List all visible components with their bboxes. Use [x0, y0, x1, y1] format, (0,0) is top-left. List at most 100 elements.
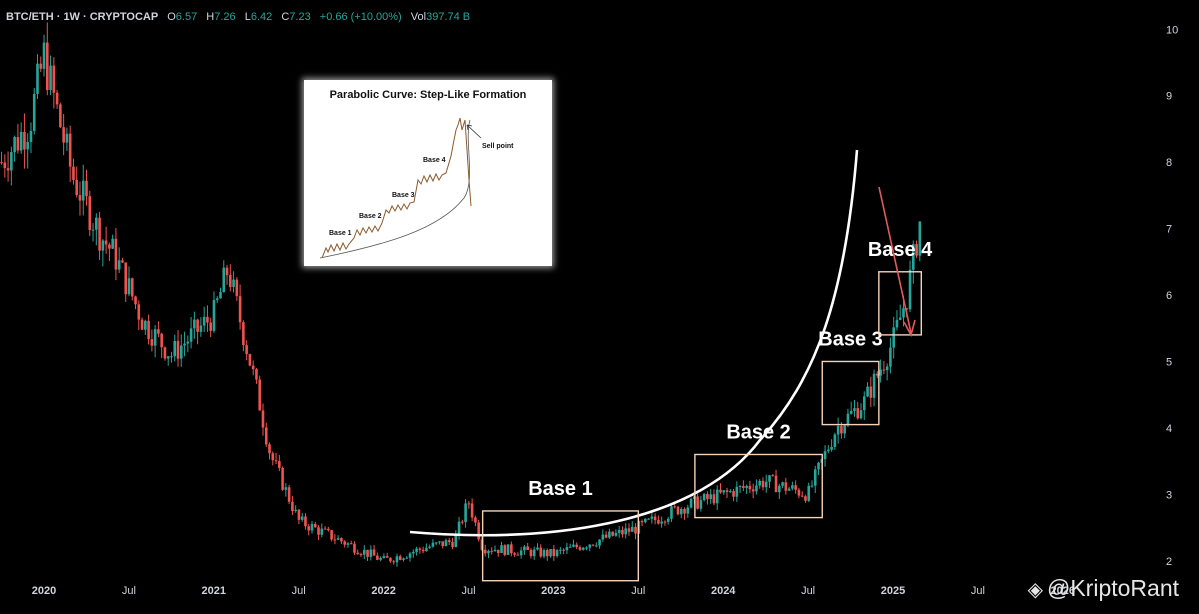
candle-body	[392, 561, 395, 563]
candle-body	[676, 506, 680, 515]
candle-body	[42, 42, 46, 69]
change-value: +0.66 (+10.00%)	[319, 11, 402, 23]
candle-body	[702, 494, 706, 501]
candle-body	[787, 488, 791, 491]
candle-body	[827, 449, 830, 452]
x-tick-label: 2023	[541, 585, 565, 597]
candle-body	[418, 548, 422, 550]
x-axis[interactable]: 2020 Jul 2021 Jul 2022 Jul 2023 Jul 2024 Jul 2025 J…	[32, 585, 1075, 597]
candle-body	[395, 556, 399, 563]
candle-body	[640, 521, 644, 523]
inset-title: Parabolic Curve: Step-Like Formation	[329, 89, 527, 101]
candle-body	[778, 485, 781, 493]
candle-body	[179, 345, 183, 359]
candle-body	[467, 503, 471, 505]
candle-body	[186, 341, 190, 344]
y-tick-label: 8	[1166, 157, 1172, 169]
y-tick-label: 7	[1166, 224, 1172, 236]
candle-body	[29, 130, 33, 142]
candle-body	[304, 516, 307, 527]
candle-body	[209, 322, 212, 331]
candle-body	[728, 491, 732, 493]
candle-body	[470, 503, 474, 518]
candle-body	[872, 373, 876, 398]
candle-body	[830, 446, 833, 450]
candle-body	[706, 494, 709, 500]
candle-body	[869, 386, 873, 398]
candle-body	[454, 534, 458, 547]
candle-body	[794, 485, 797, 490]
candle-body	[898, 317, 902, 320]
candle-body	[166, 356, 170, 359]
candle-body	[202, 316, 206, 326]
candle-body	[621, 529, 624, 535]
candle-body	[791, 485, 794, 489]
candle-body	[709, 494, 712, 500]
parabolic-curve	[409, 149, 859, 537]
base-box-4	[878, 271, 922, 336]
candle-body	[738, 486, 742, 488]
candle-body	[715, 489, 719, 504]
candle-body	[464, 503, 467, 523]
high-label: H	[206, 11, 215, 23]
candle-body	[833, 434, 837, 447]
candle-body	[647, 518, 650, 520]
candle-body	[523, 546, 526, 551]
candle-body	[85, 180, 88, 197]
candle-body	[843, 425, 846, 434]
candle-body	[683, 508, 686, 514]
candle-body	[496, 549, 500, 554]
candle-body	[526, 546, 529, 550]
candle-body	[434, 542, 438, 544]
candle-body	[748, 485, 752, 490]
candle-body	[653, 516, 657, 521]
candle-body	[75, 179, 79, 196]
candle-body	[474, 517, 477, 523]
candle-body	[81, 180, 85, 201]
candle-body	[258, 379, 262, 411]
candle-body	[477, 522, 480, 540]
candle-body	[725, 490, 729, 492]
candle-body	[696, 496, 699, 509]
candle-body	[323, 528, 327, 530]
candle-body	[572, 544, 575, 547]
candle-body	[735, 486, 739, 497]
y-axis[interactable]: 2 3 4 5 6 7 8 9 10	[1166, 24, 1178, 567]
down-arrow-head	[903, 319, 916, 338]
candle-body	[428, 546, 431, 548]
candle-body	[755, 485, 758, 492]
candle-body	[320, 528, 324, 535]
candle-body	[608, 531, 611, 538]
open-value: 6.57	[175, 11, 198, 23]
candle-body	[630, 526, 634, 532]
candle-body	[866, 386, 869, 397]
symbol-header[interactable]: BTC/ETH · 1W · CRYPTOCAP O6.57 H7.26 L6.…	[6, 11, 470, 23]
x-tick-label: 2026	[1051, 585, 1075, 597]
candle-body	[840, 426, 843, 434]
candle-body	[271, 453, 275, 461]
candle-body	[585, 547, 588, 549]
candle-body	[108, 244, 111, 249]
candle-body	[784, 482, 788, 491]
candle-body	[532, 549, 536, 557]
candle-body	[199, 325, 203, 332]
base-label-2: Base 2	[726, 421, 791, 443]
candle-body	[836, 426, 840, 435]
candle-body	[310, 524, 314, 531]
candle-body	[568, 546, 572, 548]
candle-body	[402, 558, 405, 560]
candle-body	[876, 373, 879, 376]
candle-body	[601, 534, 605, 540]
base-label-1: Base 1	[528, 478, 593, 500]
candle-body	[300, 516, 304, 520]
candle-body	[176, 340, 180, 359]
binance-logo-icon: ◈	[1027, 579, 1043, 601]
candle-body	[480, 539, 484, 550]
candle-body	[163, 347, 167, 359]
candle-body	[193, 319, 196, 329]
symbol-title[interactable]: BTC/ETH · 1W · CRYPTOCAP	[6, 11, 159, 23]
x-tick-label: 2021	[202, 585, 226, 597]
candle-body	[353, 543, 356, 553]
candle-body	[591, 544, 595, 546]
